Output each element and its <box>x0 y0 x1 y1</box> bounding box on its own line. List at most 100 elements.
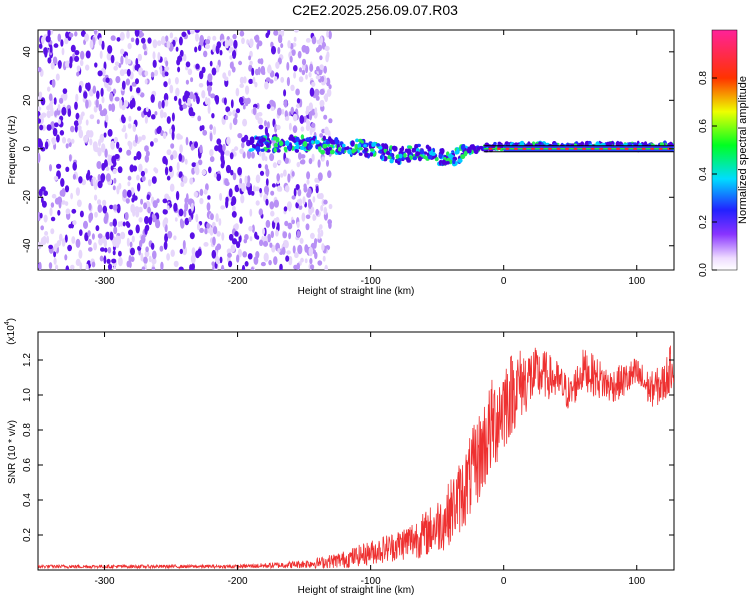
heatmap-cell <box>121 116 126 124</box>
heatmap-cell <box>165 35 169 42</box>
heatmap-cell <box>255 174 261 184</box>
heatmap-cell <box>140 198 144 205</box>
heatmap-cell <box>100 247 105 252</box>
heatmap-cell <box>130 203 136 214</box>
heatmap-cell <box>204 227 208 235</box>
heatmap-cell <box>145 150 150 157</box>
heatmap-cell <box>155 219 161 229</box>
y-tick-label: -20 <box>22 190 33 205</box>
figure-title: C2E2.2025.256.09.07.R03 <box>292 2 458 18</box>
heatmap-cell <box>152 200 158 209</box>
heatmap-cell <box>296 98 301 104</box>
heatmap-cell <box>240 194 245 204</box>
ridge-cell <box>255 136 259 140</box>
heatmap-cell <box>187 68 193 76</box>
heatmap-cell <box>53 175 59 181</box>
heatmap-cell <box>179 248 183 255</box>
ridge-cell <box>251 147 255 152</box>
heatmap-cell <box>144 168 148 174</box>
y-tick-label: 0.4 <box>22 493 33 507</box>
heatmap-cell <box>305 74 308 80</box>
heatmap-cell <box>230 169 234 176</box>
ridge-cell <box>456 148 460 155</box>
heatmap-cell <box>310 232 315 239</box>
heatmap-cell <box>57 103 61 111</box>
heatmap-cell <box>178 36 183 46</box>
heatmap-cell <box>61 137 67 144</box>
heatmap-cell <box>254 231 258 239</box>
heatmap-cell <box>58 97 64 104</box>
heatmap-cell <box>97 70 103 77</box>
heatmap-cell <box>146 194 151 201</box>
heatmap-cell <box>57 209 61 216</box>
heatmap-cell <box>305 64 309 74</box>
heatmap-cell <box>307 200 313 209</box>
heatmap-cell <box>291 49 296 56</box>
heatmap-cell <box>96 119 100 125</box>
heatmap-cell <box>306 120 311 126</box>
heatmap-cell <box>207 97 211 107</box>
heatmap-cell <box>95 98 99 108</box>
baseline-peak-dot <box>658 147 663 150</box>
heatmap-cell <box>113 226 118 235</box>
heatmap-cell <box>119 31 125 41</box>
ridge-cell <box>305 137 311 143</box>
x-tick-label: -300 <box>95 276 115 287</box>
x-tick-label: 0 <box>501 276 507 287</box>
heatmap-cell <box>166 40 171 49</box>
ridge-cell <box>397 161 401 165</box>
heatmap-cell <box>290 84 295 92</box>
y-tick-label: 0.6 <box>22 458 33 472</box>
heatmap-cell <box>57 33 62 42</box>
spectrogram-cells <box>38 30 333 270</box>
baseline-peak-dot <box>616 147 621 150</box>
heatmap-cell <box>184 201 189 212</box>
heatmap-cell <box>81 111 85 117</box>
heatmap-cell <box>101 40 105 50</box>
heatmap-cell <box>48 93 53 101</box>
heatmap-cell <box>306 179 310 185</box>
heatmap-cell <box>276 173 281 182</box>
heatmap-cell <box>171 112 175 122</box>
heatmap-cell <box>261 151 266 161</box>
heatmap-cell <box>228 188 233 198</box>
x-tick-label: 100 <box>628 576 645 587</box>
heatmap-cell <box>65 208 71 215</box>
heatmap-cell <box>74 55 80 63</box>
heatmap-cell <box>128 229 133 236</box>
heatmap-cell <box>298 198 303 206</box>
heatmap-cell <box>126 30 130 39</box>
heatmap-cell <box>285 255 290 262</box>
ridge-cell <box>322 135 326 141</box>
heatmap-cell <box>231 211 237 218</box>
heatmap-cell <box>228 233 234 241</box>
heatmap-cell <box>218 218 222 226</box>
baseline-peak-dot <box>513 147 518 150</box>
heatmap-cell <box>142 43 147 50</box>
heatmap-cell <box>100 173 106 182</box>
heatmap-cell <box>182 104 188 109</box>
heatmap-cell <box>106 52 112 61</box>
heatmap-cell <box>75 93 79 102</box>
heatmap-cell <box>148 216 153 226</box>
heatmap-cell <box>180 181 185 187</box>
heatmap-cell <box>317 227 321 234</box>
heatmap-cell <box>104 159 108 167</box>
heatmap-cell <box>116 203 121 214</box>
heatmap-cell <box>57 60 62 69</box>
heatmap-cell <box>75 258 81 266</box>
ridge-cell <box>363 144 367 148</box>
heatmap-cell <box>113 65 118 71</box>
heatmap-cell <box>185 61 191 68</box>
heatmap-cell <box>147 179 152 187</box>
heatmap-cell <box>260 261 266 267</box>
heatmap-cell <box>109 222 114 227</box>
heatmap-cell <box>270 210 275 217</box>
heatmap-cell <box>164 99 169 107</box>
heatmap-cell <box>109 231 114 241</box>
baseline-peak-dot <box>565 147 569 150</box>
baseline-peak-dot <box>633 147 638 150</box>
heatmap-cell <box>114 96 120 102</box>
ridge-cell <box>446 157 451 162</box>
